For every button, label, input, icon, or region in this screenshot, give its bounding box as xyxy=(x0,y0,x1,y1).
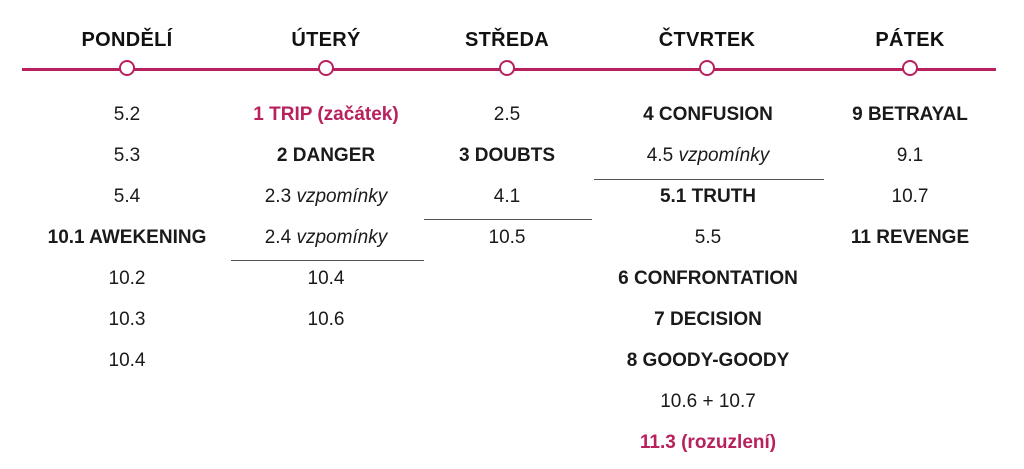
entry: 10.5 xyxy=(488,227,526,248)
entry-memory: 4.5 vzpomínky xyxy=(646,145,770,166)
entry: 2.5 xyxy=(493,104,521,125)
entry-scene: 9 BETRAYAL xyxy=(852,104,968,125)
day-header-ctvrtek: ČTVRTEK xyxy=(658,29,756,51)
day-header-pondeli: PONDĚLÍ xyxy=(81,29,173,51)
entry: 4.1 xyxy=(493,186,521,207)
entry-scene: 6 CONFRONTATION xyxy=(618,268,798,289)
timeline-node-patek xyxy=(902,60,918,76)
entry-scene: 5.1 TRUTH xyxy=(659,186,757,207)
timeline-node-pondeli xyxy=(119,60,135,76)
divider-ctvrtek xyxy=(594,179,824,180)
entry: 5.5 xyxy=(694,227,722,248)
entry: 10.6 xyxy=(307,309,345,330)
entry-scene: 11 REVENGE xyxy=(850,227,970,248)
entry-scene: 3 DOUBTS xyxy=(458,145,556,166)
entry-scene: 8 GOODY-GOODY xyxy=(626,350,790,371)
day-column-pondeli: 5.2 5.3 5.4 10.1 AWEKENING 10.2 10.3 10.… xyxy=(22,98,232,385)
timeline-node-ctvrtek xyxy=(699,60,715,76)
entry-scene: 7 DECISION xyxy=(654,309,762,330)
entry: 5.2 xyxy=(113,104,141,125)
day-column-streda: 2.5 3 DOUBTS 4.1 10.5 xyxy=(424,98,590,262)
day-header-utery: ÚTERÝ xyxy=(291,29,361,51)
entry: 9.1 xyxy=(896,145,924,166)
day-column-patek: 9 BETRAYAL 9.1 10.7 11 REVENGE xyxy=(822,98,998,262)
entry-scene: 4 CONFUSION xyxy=(643,104,773,125)
entry-memory: 2.3 vzpomínky xyxy=(264,186,388,207)
divider-utery xyxy=(231,260,424,261)
timeline-node-utery xyxy=(318,60,334,76)
divider-streda xyxy=(424,219,592,220)
day-header-streda: STŘEDA xyxy=(464,29,550,51)
day-header-patek: PÁTEK xyxy=(875,29,945,51)
day-column-ctvrtek: 4 CONFUSION 4.5 vzpomínky 5.1 TRUTH 5.5 … xyxy=(592,98,824,467)
entry-scene: 10.1 AWEKENING xyxy=(47,227,207,248)
entry: 5.4 xyxy=(113,186,141,207)
entry: 10.2 xyxy=(108,268,146,289)
entry: 5.3 xyxy=(113,145,141,166)
entry: 10.4 xyxy=(307,268,345,289)
entry: 10.3 xyxy=(108,309,146,330)
entry-memory: 2.4 vzpomínky xyxy=(264,227,388,248)
entry: 10.4 xyxy=(108,350,146,371)
day-column-utery: 1 TRIP (začátek) 2 DANGER 2.3 vzpomínky … xyxy=(226,98,426,344)
entry-highlight: 1 TRIP (začátek) xyxy=(253,104,399,125)
entry: 10.6 + 10.7 xyxy=(660,391,756,412)
entry-scene: 2 DANGER xyxy=(276,145,376,166)
timeline-node-streda xyxy=(499,60,515,76)
entry: 10.7 xyxy=(891,186,929,207)
entry-highlight: 11.3 (rozuzlení) xyxy=(639,432,777,453)
